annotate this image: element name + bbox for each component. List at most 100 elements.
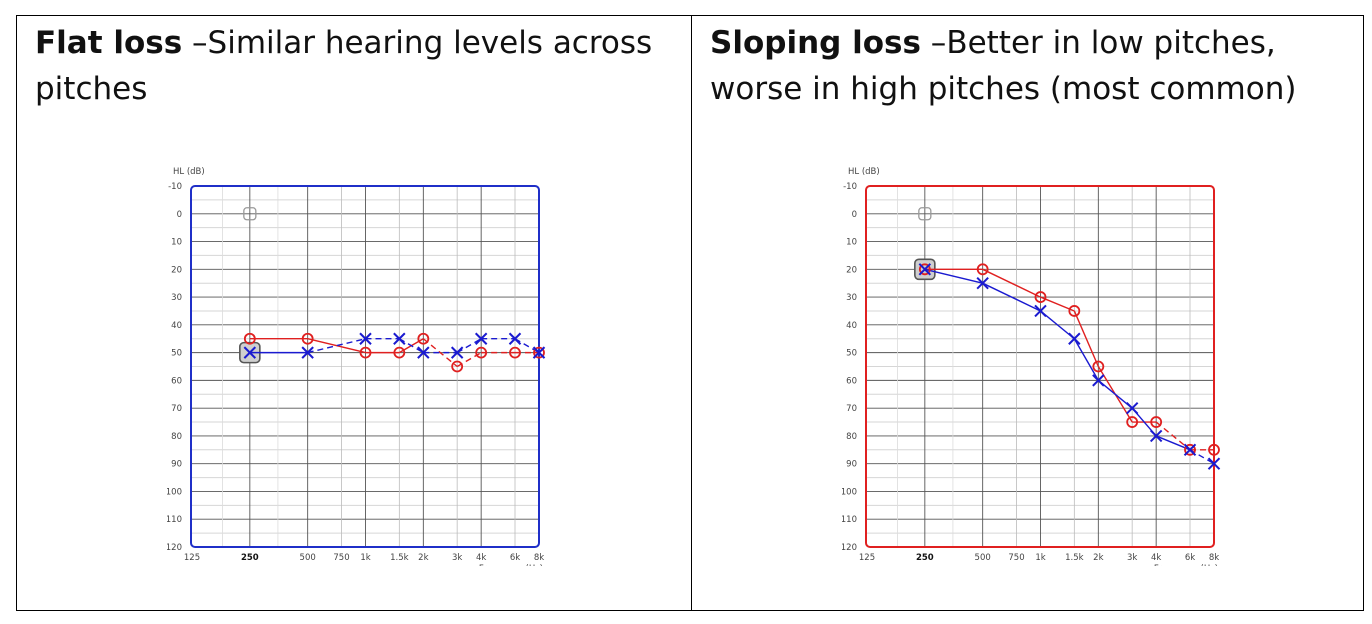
heading-bold-term: Sloping loss [710,25,921,61]
y-tick-label: 80 [846,432,857,442]
comparison-table: Flat lossSimilar hearing levels across p… [16,15,1364,611]
series-line [982,282,1041,312]
left-ear-point [1207,457,1221,470]
left-ear-point [508,332,522,345]
right-ear-point [1150,416,1163,428]
x-tick-label: 500 [975,553,991,563]
left-ear-point [1092,374,1105,387]
left-ear-point [1125,401,1139,415]
right-ear-point [393,346,406,359]
x-tick-label: 750 [1008,553,1024,563]
y-tick-label: 70 [846,404,857,414]
y-tick-label: 110 [167,515,182,525]
flat-loss-heading: Flat lossSimilar hearing levels across p… [35,20,675,112]
x-tick-label: 125 [184,553,200,563]
series-line [924,268,983,284]
right-ear-point [918,263,931,276]
x-axis-label: Frequency (Hz) [479,564,543,566]
flat-loss-audiogram: HL (dB) -10 0 10 20 30 40 50 60 70 80 90 100 110 12012… [167,167,546,566]
series-line [398,338,424,354]
y-tick-label: 40 [846,321,857,331]
series-line [1073,338,1099,381]
sloping-loss-heading: Sloping lossBetter in low pitches, worse… [710,20,1350,112]
left-ear-point [359,332,372,345]
left-ear-point [243,346,257,359]
right-ear-point [976,263,989,276]
x-tick-label: 2k [1093,553,1103,563]
y-tick-label: 80 [171,432,182,442]
right-ear-point [1208,443,1220,456]
y-tick-label: 60 [171,376,182,386]
y-tick-label: 100 [167,487,182,497]
x-tick-label: 1.5k [1065,553,1084,563]
sloping-loss-cell: Sloping lossBetter in low pitches, worse… [692,16,1363,610]
x-tick-label: 3k [452,553,462,563]
y-axis-label: HL (dB) [173,167,205,177]
left-ear-point [301,346,314,359]
plot-frame [865,185,1215,548]
x-tick-label: 250 [241,553,259,563]
y-tick-label: 70 [171,404,182,414]
y-tick-label: -10 [168,182,182,192]
right-ear-point [243,332,256,345]
series-line [456,338,482,354]
y-tick-label: 20 [846,265,857,275]
y-tick-label: 10 [846,238,857,248]
x-tick-label: 2k [418,553,428,563]
sloping-loss-audiogram: HL (dB) -10 0 10 20 30 40 50 60 70 80 90 100 110 12012… [842,167,1221,566]
left-ear-point [450,346,464,359]
series-line [1155,421,1191,451]
right-ear-point [475,346,488,359]
y-axis-label: HL (dB) [848,167,880,177]
left-ear-point [417,346,430,359]
y-tick-label: 50 [846,349,857,359]
x-tick-label: 6k [510,553,520,563]
x-tick-label: 4k [476,553,486,563]
x-tick-label: 1k [1035,553,1045,563]
masking-marker [918,207,932,221]
series-line [1073,310,1099,367]
y-tick-label: -10 [843,182,857,192]
right-ear-point [1184,443,1196,456]
heading-bold-term: Flat loss [35,25,183,61]
x-tick-label: 1.5k [390,553,409,563]
right-ear-point [451,360,464,373]
left-ear-point [976,276,989,290]
x-tick-label: 500 [300,553,316,563]
x-tick-label: 4k [1151,553,1161,563]
left-ear-point [1068,332,1081,345]
right-ear-point [1068,305,1081,317]
x-tick-label: 125 [859,553,875,563]
y-tick-label: 10 [171,238,182,248]
right-ear-point [417,332,430,345]
right-ear-point [1092,360,1105,373]
right-ear-point [359,346,372,359]
y-tick-label: 90 [171,460,182,470]
flat-loss-cell: Flat lossSimilar hearing levels across p… [17,16,692,610]
series-line [307,338,366,354]
x-tick-label: 3k [1127,553,1137,563]
right-ear-point [1126,416,1139,428]
x-tick-label: 250 [916,553,934,563]
right-ear-point [301,332,314,345]
series-line [982,268,1041,298]
right-ear-point [1034,291,1047,303]
x-axis-label: Frequency (Hz) [1154,564,1218,566]
x-tick-label: 750 [333,553,349,563]
right-ear-point [533,346,545,359]
left-ear-point [532,346,546,359]
series-line [1040,296,1075,312]
x-tick-label: 8k [534,553,544,563]
y-tick-label: 50 [171,349,182,359]
x-tick-label: 8k [1209,553,1219,563]
y-tick-label: 100 [842,487,857,497]
left-ear-point [1183,443,1197,457]
y-tick-label: 30 [171,293,182,303]
left-ear-point [918,263,932,276]
y-tick-label: 60 [846,376,857,386]
right-ear-point [509,346,521,359]
x-tick-label: 1k [360,553,370,563]
y-tick-label: 120 [842,543,857,553]
y-tick-label: 120 [167,543,182,553]
left-ear-point [393,332,406,345]
